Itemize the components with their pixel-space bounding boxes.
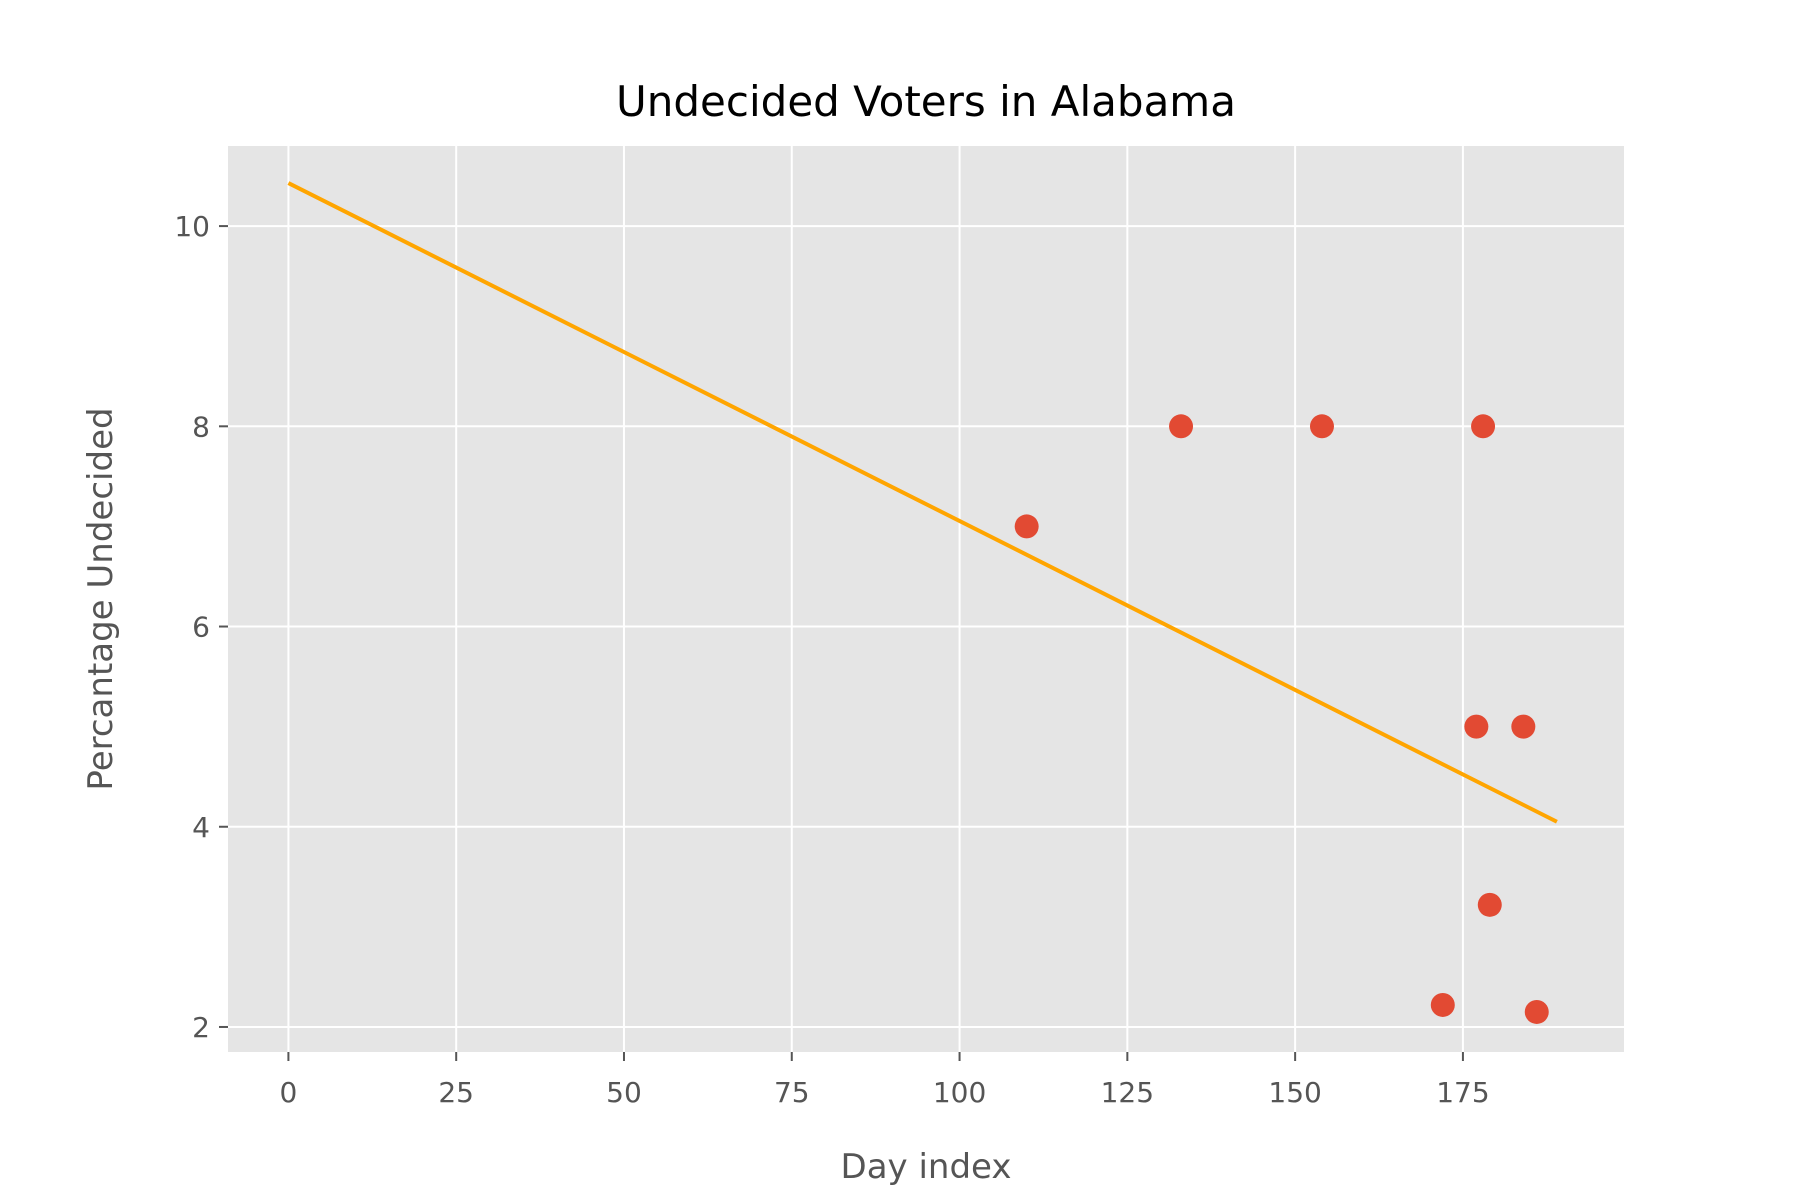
data-point xyxy=(1169,414,1194,439)
y-tick-label: 8 xyxy=(192,410,210,443)
y-axis-label: Percantage Undecided xyxy=(81,407,121,790)
x-tick-label: 50 xyxy=(606,1076,642,1109)
chart-title: Undecided Voters in Alabama xyxy=(616,77,1236,126)
x-tick-label: 100 xyxy=(933,1076,986,1109)
x-axis-label: Day index xyxy=(841,1147,1012,1187)
y-tick-label: 6 xyxy=(192,611,210,644)
data-point xyxy=(1014,514,1039,539)
data-point xyxy=(1471,414,1496,439)
x-tick-label: 175 xyxy=(1436,1076,1489,1109)
x-tick-label: 125 xyxy=(1101,1076,1154,1109)
y-tick-label: 4 xyxy=(192,811,210,844)
data-point xyxy=(1511,714,1536,739)
y-tick-label: 10 xyxy=(174,210,210,243)
x-tick-label: 0 xyxy=(279,1076,297,1109)
data-point xyxy=(1309,414,1334,439)
data-point xyxy=(1464,714,1489,739)
trend-line xyxy=(287,181,1558,824)
data-points xyxy=(1014,414,1549,1024)
data-point xyxy=(1430,992,1455,1017)
x-tick-label: 25 xyxy=(438,1076,474,1109)
data-point xyxy=(1477,892,1502,917)
tick-labels: 0 25 50 75 100 125 150 175 2 4 6 8 10 xyxy=(174,210,1489,1109)
x-tick-label: 75 xyxy=(774,1076,810,1109)
axis-ticks xyxy=(219,225,1464,1061)
grid xyxy=(228,146,1624,1052)
plot-background xyxy=(228,146,1624,1052)
x-tick-label: 150 xyxy=(1268,1076,1321,1109)
y-tick-label: 2 xyxy=(192,1011,210,1044)
data-point xyxy=(1524,999,1549,1024)
